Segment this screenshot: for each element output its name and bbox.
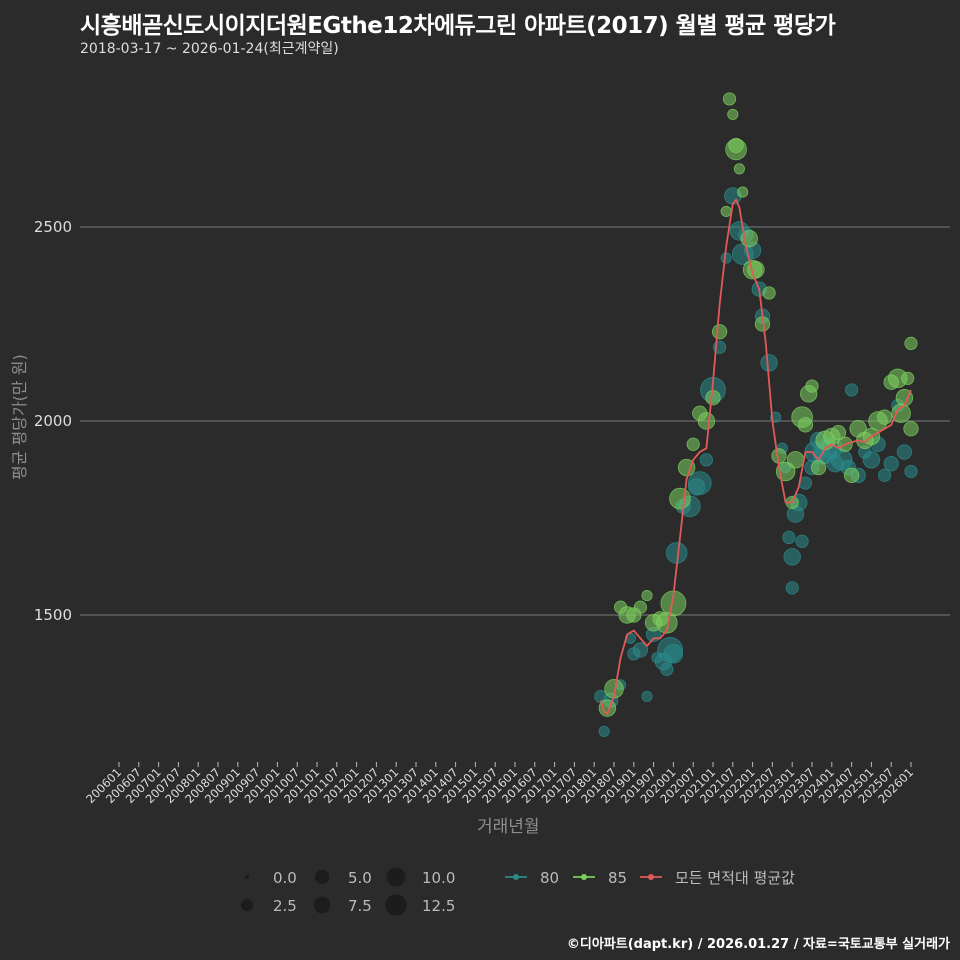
legend-size-swatch — [245, 875, 249, 879]
data-point — [901, 371, 915, 385]
data-point — [903, 421, 919, 437]
legend-series-label: 80 — [540, 869, 559, 887]
data-point — [810, 459, 827, 476]
legend-size-label: 2.5 — [273, 897, 297, 915]
data-point — [843, 467, 860, 483]
data-point — [722, 92, 737, 106]
data-point — [737, 186, 749, 198]
average-line-path — [599, 198, 912, 715]
series-85-points — [598, 92, 919, 717]
data-point — [677, 458, 696, 477]
data-point — [686, 437, 700, 451]
data-point — [771, 448, 787, 464]
data-point — [641, 690, 653, 703]
data-point — [633, 600, 648, 614]
data-point — [669, 487, 691, 510]
data-point — [877, 468, 892, 482]
chart-subtitle: 2018-03-17 ~ 2026-01-24(최근계약일) — [80, 41, 339, 57]
data-point — [720, 205, 732, 218]
data-point — [844, 383, 859, 397]
data-point — [728, 137, 744, 154]
data-point — [699, 453, 714, 467]
legend-size-swatch — [240, 898, 254, 912]
data-point — [641, 590, 653, 602]
data-point — [830, 424, 847, 441]
legend-size-swatch — [385, 894, 407, 916]
data-point — [904, 464, 918, 479]
data-point — [862, 451, 881, 469]
source-caption: ©디아파트(dapt.kr) / 2026.01.27 / 자료=국토교통부 실… — [566, 937, 950, 952]
data-point — [697, 412, 716, 430]
legend-size-swatch — [314, 869, 330, 885]
legend-size-label: 12.5 — [422, 897, 455, 915]
legend-series-label: 85 — [608, 869, 627, 887]
data-point — [782, 530, 796, 545]
legend-series-swatch — [513, 874, 519, 880]
y-tick-label: 2000 — [34, 412, 72, 430]
legend-size-swatch — [313, 896, 331, 914]
legend-series-swatch — [581, 874, 587, 880]
data-point — [727, 108, 739, 121]
legend-size-label: 10.0 — [422, 869, 455, 887]
legend-series-label: 모든 면적대 평균값 — [675, 869, 795, 887]
legend-size-label: 7.5 — [348, 897, 372, 915]
data-point — [896, 444, 913, 460]
data-point — [720, 252, 732, 264]
data-point — [762, 286, 776, 300]
data-point — [797, 417, 814, 433]
x-axis-label: 거래년월 — [477, 817, 540, 837]
legend: 0.0 2.5 5.0 7.5 10.0 12.5 80 85 모든 면적대 평균값 — [240, 867, 795, 916]
x-axis-ticks: 2006012006072007012007072008012008072009… — [83, 762, 916, 806]
legend-series-swatch — [648, 874, 654, 880]
data-point — [632, 642, 649, 658]
data-point — [805, 379, 819, 393]
data-point — [687, 471, 712, 495]
data-point — [783, 548, 801, 566]
average-line — [599, 198, 912, 715]
data-point — [883, 456, 899, 472]
data-point — [876, 409, 893, 425]
data-point — [598, 725, 610, 737]
data-point — [785, 581, 799, 595]
data-point — [660, 662, 674, 676]
data-point — [795, 534, 809, 548]
y-tick-label: 2500 — [34, 218, 72, 236]
legend-size-label: 0.0 — [273, 869, 297, 887]
data-point — [663, 644, 684, 664]
data-point — [904, 336, 918, 350]
chart-title: 시흥배곧신도시이지더원EGthe12차에듀그린 아파트(2017) 월별 평균 … — [80, 13, 836, 39]
data-point — [786, 451, 805, 469]
y-tick-label: 1500 — [34, 606, 72, 624]
y-axis-ticks: 1500 2000 2500 — [34, 218, 72, 624]
legend-size-label: 5.0 — [348, 869, 372, 887]
data-point — [711, 324, 728, 340]
data-point — [733, 163, 745, 175]
data-point — [760, 354, 778, 372]
legend-size-swatch — [386, 867, 406, 887]
gridlines — [80, 226, 950, 616]
data-point — [705, 390, 721, 406]
